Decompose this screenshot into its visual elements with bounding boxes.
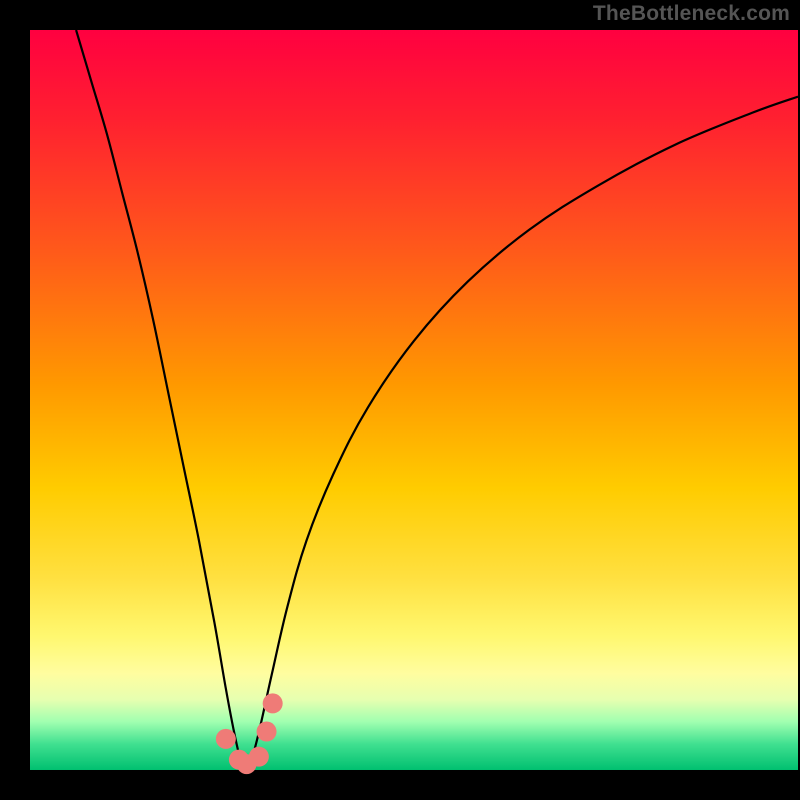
bottleneck-chart: TheBottleneck.com <box>0 0 800 800</box>
chart-svg <box>0 0 800 800</box>
marker-point <box>257 722 277 742</box>
marker-point <box>216 729 236 749</box>
watermark-text: TheBottleneck.com <box>593 2 790 26</box>
marker-point <box>263 693 283 713</box>
marker-point <box>249 747 269 767</box>
